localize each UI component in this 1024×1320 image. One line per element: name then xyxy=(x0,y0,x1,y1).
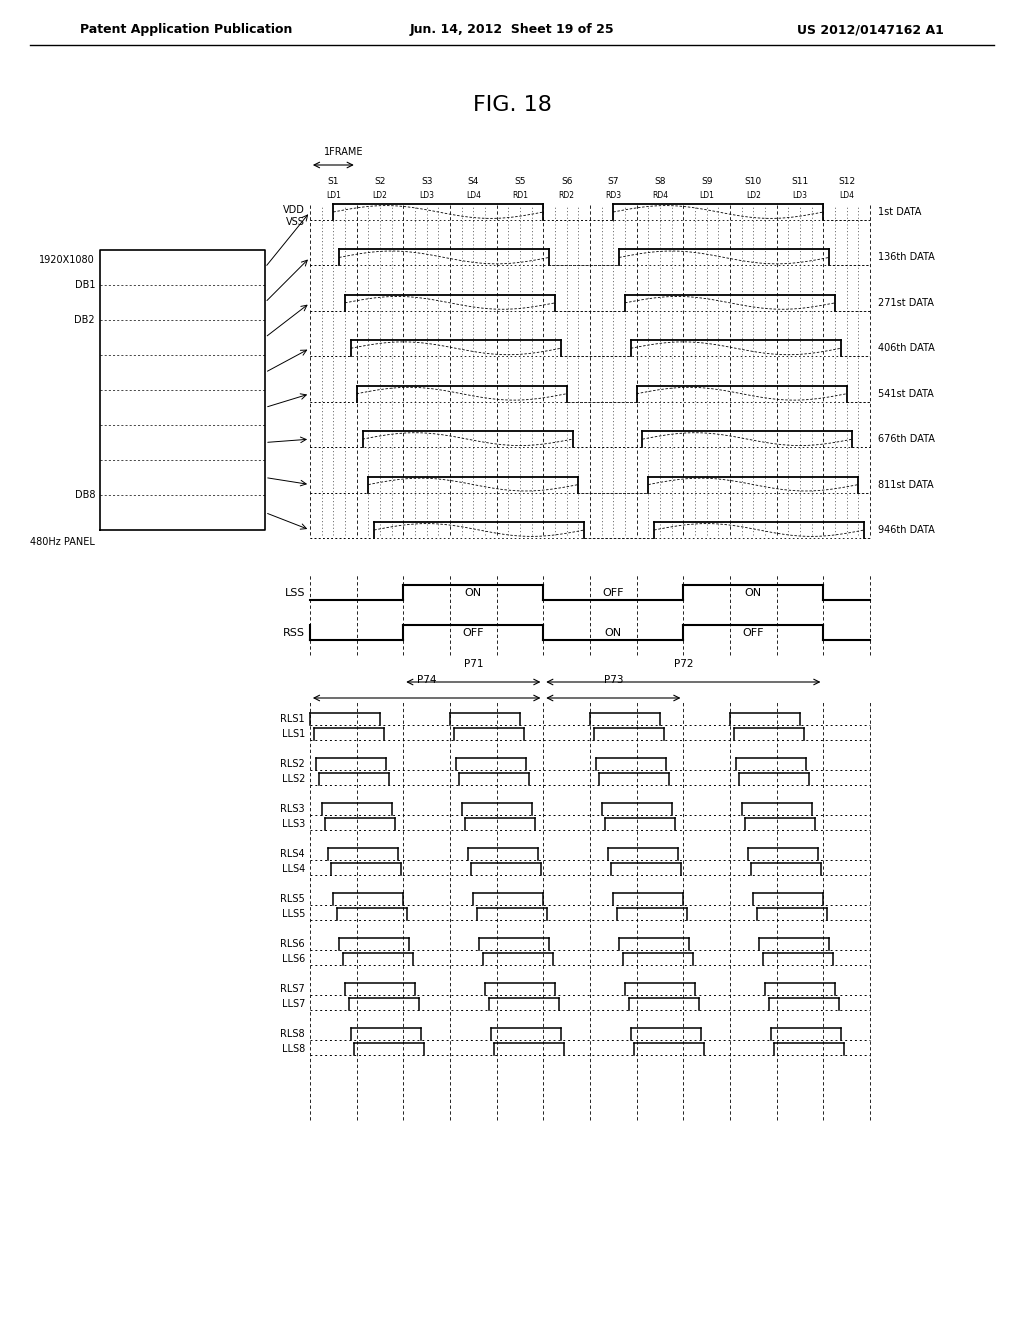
Text: 271st DATA: 271st DATA xyxy=(878,298,934,308)
Text: LD1: LD1 xyxy=(699,190,714,199)
Text: 946th DATA: 946th DATA xyxy=(878,525,935,535)
Text: S12: S12 xyxy=(838,177,855,186)
Text: ON: ON xyxy=(744,587,762,598)
Text: RSS: RSS xyxy=(283,627,305,638)
Text: P73: P73 xyxy=(603,675,623,685)
Text: LD3: LD3 xyxy=(419,190,434,199)
Text: LD3: LD3 xyxy=(793,190,808,199)
Text: LD2: LD2 xyxy=(745,190,761,199)
Text: OFF: OFF xyxy=(463,627,484,638)
Text: 811st DATA: 811st DATA xyxy=(878,479,934,490)
Text: S10: S10 xyxy=(744,177,762,186)
Text: S1: S1 xyxy=(328,177,339,186)
Text: S4: S4 xyxy=(468,177,479,186)
Text: LD4: LD4 xyxy=(839,190,854,199)
Text: S6: S6 xyxy=(561,177,572,186)
Text: RLS6: RLS6 xyxy=(281,939,305,949)
Text: RLS7: RLS7 xyxy=(281,983,305,994)
Text: LSS: LSS xyxy=(285,587,305,598)
Text: 136th DATA: 136th DATA xyxy=(878,252,935,263)
Text: OFF: OFF xyxy=(602,587,624,598)
Text: DB2: DB2 xyxy=(75,315,95,325)
Text: P74: P74 xyxy=(417,675,436,685)
Text: S5: S5 xyxy=(514,177,525,186)
Text: RD4: RD4 xyxy=(652,190,668,199)
Text: DB8: DB8 xyxy=(75,490,95,500)
Text: LLS7: LLS7 xyxy=(282,999,305,1008)
Text: FIG. 18: FIG. 18 xyxy=(472,95,552,115)
Text: S9: S9 xyxy=(700,177,713,186)
Text: LLS5: LLS5 xyxy=(282,909,305,919)
Text: ON: ON xyxy=(465,587,482,598)
Text: LLS2: LLS2 xyxy=(282,774,305,784)
Text: S3: S3 xyxy=(421,177,432,186)
Text: RLS5: RLS5 xyxy=(281,894,305,904)
Text: 480Hz PANEL: 480Hz PANEL xyxy=(30,537,95,546)
Text: RLS4: RLS4 xyxy=(281,849,305,859)
Text: ON: ON xyxy=(605,627,622,638)
Text: Jun. 14, 2012  Sheet 19 of 25: Jun. 14, 2012 Sheet 19 of 25 xyxy=(410,24,614,37)
Text: LD4: LD4 xyxy=(466,190,481,199)
Text: VDD: VDD xyxy=(283,205,305,215)
Text: P71: P71 xyxy=(464,659,483,669)
Text: DB1: DB1 xyxy=(75,280,95,290)
Text: P72: P72 xyxy=(674,659,693,669)
Text: LD1: LD1 xyxy=(326,190,341,199)
Text: Patent Application Publication: Patent Application Publication xyxy=(80,24,293,37)
Text: RLS2: RLS2 xyxy=(281,759,305,770)
Text: LD2: LD2 xyxy=(373,190,387,199)
Text: VSS: VSS xyxy=(286,216,305,227)
Text: RD3: RD3 xyxy=(605,190,622,199)
Text: LLS3: LLS3 xyxy=(282,818,305,829)
Text: 1FRAME: 1FRAME xyxy=(324,147,364,157)
Text: 676th DATA: 676th DATA xyxy=(878,434,935,444)
Text: RD2: RD2 xyxy=(559,190,574,199)
Text: LLS8: LLS8 xyxy=(282,1044,305,1053)
Text: 406th DATA: 406th DATA xyxy=(878,343,935,354)
Text: RD1: RD1 xyxy=(512,190,528,199)
Text: S8: S8 xyxy=(654,177,666,186)
Text: LLS6: LLS6 xyxy=(282,954,305,964)
Text: OFF: OFF xyxy=(742,627,764,638)
Text: S7: S7 xyxy=(607,177,620,186)
Text: RLS1: RLS1 xyxy=(281,714,305,723)
Text: LLS4: LLS4 xyxy=(282,865,305,874)
Text: 1st DATA: 1st DATA xyxy=(878,207,922,216)
Text: RLS8: RLS8 xyxy=(281,1030,305,1039)
Text: S2: S2 xyxy=(375,177,386,186)
Text: US 2012/0147162 A1: US 2012/0147162 A1 xyxy=(797,24,944,37)
Text: 541st DATA: 541st DATA xyxy=(878,388,934,399)
Text: LLS1: LLS1 xyxy=(282,729,305,739)
Text: S11: S11 xyxy=(792,177,809,186)
Text: RLS3: RLS3 xyxy=(281,804,305,814)
Text: 1920X1080: 1920X1080 xyxy=(39,255,95,265)
